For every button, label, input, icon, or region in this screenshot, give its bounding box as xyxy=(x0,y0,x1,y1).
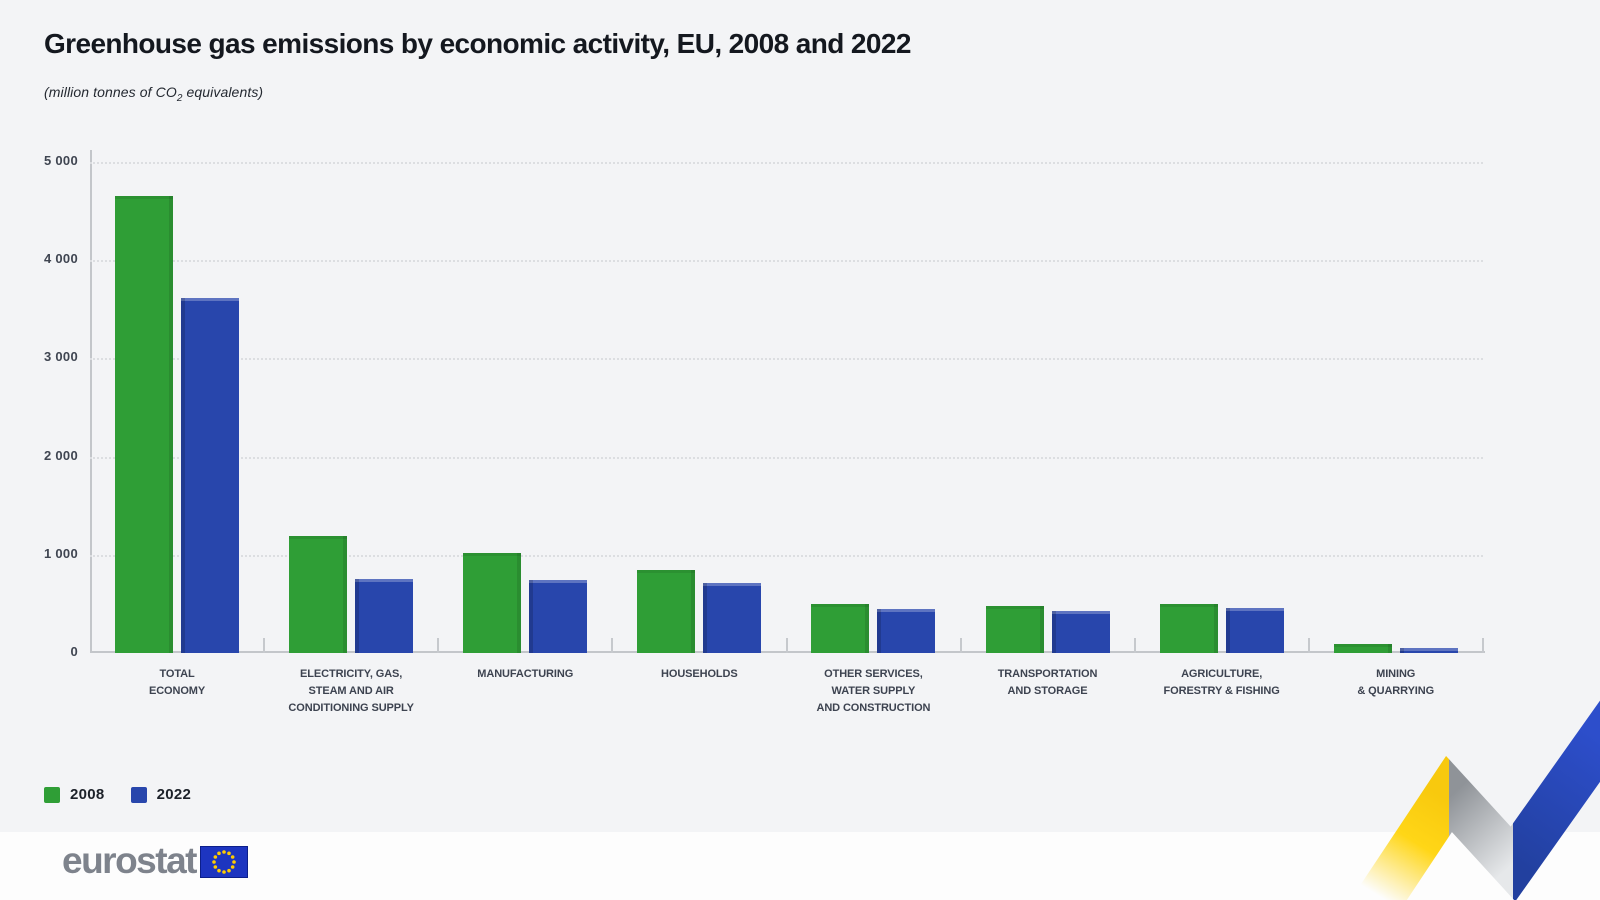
category-label-households: HOUSEHOLDS xyxy=(661,668,738,680)
chart-card xyxy=(0,0,1600,832)
bar-group-electricity-gas-steam-and-air-conditioning-supply xyxy=(264,162,438,653)
gridline-5000 xyxy=(90,162,1483,164)
bar-2008-households xyxy=(637,569,696,653)
bar-2008-total-economy xyxy=(115,196,174,653)
x-axis-tick-5 xyxy=(959,638,962,653)
plot-area xyxy=(90,162,1484,653)
x-axis-tick-8 xyxy=(1482,638,1484,653)
bar-2022-electricity-gas-steam-and-air-conditioning-supply xyxy=(355,579,414,653)
category-label-electricity-gas-steam-and-air-conditioning-supply: ELECTRICITY, GAS, STEAM AND AIR CONDITIO… xyxy=(288,668,414,715)
legend-item-2022: 2022 xyxy=(130,786,192,803)
x-axis-tick-6 xyxy=(1133,638,1136,653)
category-label-mining-quarrying: MINING & QUARRYING xyxy=(1357,668,1435,698)
x-axis-tick-2 xyxy=(437,638,440,653)
legend-label-2022: 2022 xyxy=(156,786,192,803)
bar-2022-total-economy xyxy=(181,297,240,653)
y-tick-label-4000: 4 000 xyxy=(43,251,78,267)
bar-2008-manufacturing xyxy=(463,552,522,653)
bar-group-other-services-water-supply-and-construction xyxy=(786,162,960,653)
subtitle-prefix: (million tonnes of CO xyxy=(44,84,177,100)
subtitle-suffix: equivalents) xyxy=(182,84,264,100)
x-axis-tick-4 xyxy=(785,638,788,653)
chart-title: Greenhouse gas emissions by economic act… xyxy=(44,28,911,59)
y-tick-label-3000: 3 000 xyxy=(43,349,78,365)
x-axis-tick-1 xyxy=(263,638,266,653)
bar-group-mining-quarrying xyxy=(1309,162,1483,653)
y-tick-label-1000: 1 000 xyxy=(43,545,78,561)
bar-group-households xyxy=(612,162,786,653)
bars-row xyxy=(90,162,1483,653)
legend-swatch-2008 xyxy=(44,786,60,803)
eu-flag-icon xyxy=(199,846,248,878)
x-axis-line xyxy=(90,651,1485,653)
category-label-manufacturing: MANUFACTURING xyxy=(477,668,574,680)
bar-group-transportation-and-storage xyxy=(960,162,1134,653)
subtitle-subscript: 2 xyxy=(176,92,183,104)
y-axis-line xyxy=(90,150,92,653)
gridline-1000 xyxy=(90,554,1483,557)
x-axis-tick-3 xyxy=(611,638,614,653)
y-tick-label-2000: 2 000 xyxy=(43,447,78,463)
chart-subtitle: (million tonnes of CO2 equivalents) xyxy=(44,84,263,104)
bar-2022-manufacturing xyxy=(529,580,588,653)
category-label-transportation-and-storage: TRANSPORTATION AND STORAGE xyxy=(997,668,1098,698)
bar-2022-other-services-water-supply-and-construction xyxy=(877,608,936,653)
eurostat-logo: eurostat xyxy=(62,840,248,882)
legend-item-2008: 2008 xyxy=(44,786,105,803)
category-labels: TOTAL ECONOMY ELECTRICITY, GAS, STEAM AND… xyxy=(90,666,1483,717)
bar-2022-agriculture-forestry-fishing xyxy=(1225,607,1284,653)
bar-2008-transportation-and-storage xyxy=(985,605,1044,653)
x-axis-tick-7 xyxy=(1307,638,1310,653)
eurostat-logo-text: eurostat xyxy=(62,840,197,881)
bar-2022-mining-quarrying xyxy=(1399,648,1458,653)
gridline-2000 xyxy=(90,456,1483,459)
bar-2008-electricity-gas-steam-and-air-conditioning-supply xyxy=(289,536,348,653)
category-label-total-economy: TOTAL ECONOMY xyxy=(148,668,206,698)
bar-2008-agriculture-forestry-fishing xyxy=(1159,603,1218,653)
y-tick-label-0: 0 xyxy=(70,644,78,659)
legend-label-2008: 2008 xyxy=(70,786,105,803)
y-tick-label-5000: 5 000 xyxy=(43,153,78,168)
bar-group-manufacturing xyxy=(438,162,612,653)
legend: 2008 2022 xyxy=(44,786,191,803)
bar-group-total-economy xyxy=(90,162,264,653)
bar-2022-transportation-and-storage xyxy=(1051,610,1110,653)
bar-2022-households xyxy=(703,583,762,653)
bar-2008-other-services-water-supply-and-construction xyxy=(811,603,870,653)
bar-2008-mining-quarrying xyxy=(1333,643,1392,653)
category-label-other-services-water-supply-and-construction: OTHER SERVICES, WATER SUPPLY AND CONSTRU… xyxy=(816,668,931,715)
gridline-4000 xyxy=(90,260,1483,263)
category-label-agriculture-forestry-fishing: AGRICULTURE, FORESTRY & FISHING xyxy=(1163,668,1280,698)
legend-swatch-2022 xyxy=(130,786,147,803)
bar-group-agriculture-forestry-fishing xyxy=(1135,162,1309,653)
gridline-3000 xyxy=(90,358,1483,361)
